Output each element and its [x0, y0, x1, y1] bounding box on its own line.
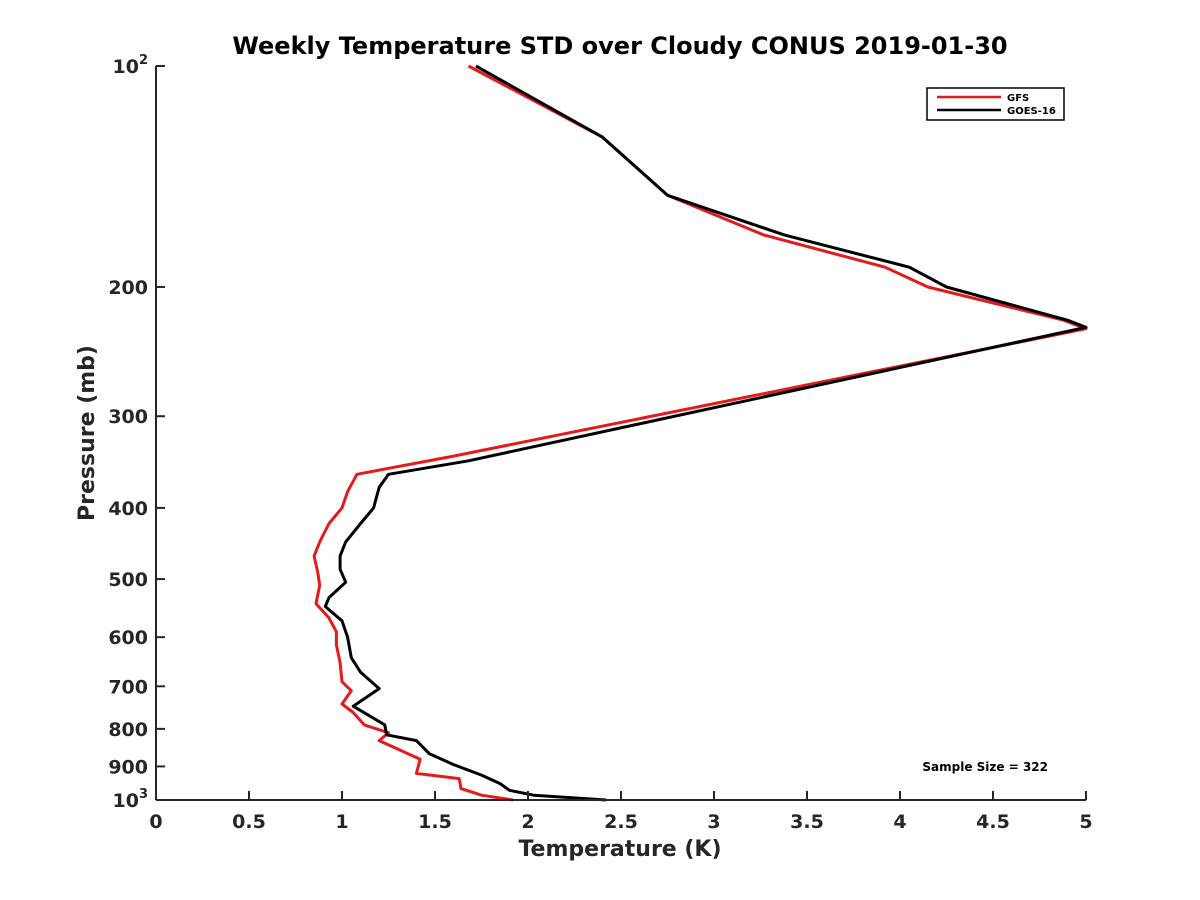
legend-box — [926, 87, 1065, 121]
x-tick-label: 3.5 — [790, 811, 824, 833]
y-axis-label: Pressure (mb) — [75, 345, 100, 521]
chart-title: Weekly Temperature STD over Cloudy CONUS… — [232, 32, 1007, 60]
y-tick-label: 200 — [108, 277, 148, 299]
x-tick-label: 1.5 — [418, 811, 452, 833]
x-tick-label: 4 — [893, 811, 906, 833]
sample-size-annotation: Sample Size = 322 — [922, 760, 1048, 774]
y-tick-label: 800 — [108, 719, 148, 741]
y-ticks: 102 200 300 400 500 600 700 800 900 103 — [108, 53, 165, 812]
y-tick-label: 400 — [108, 498, 148, 520]
legend-label-goes: GOES-16 — [1007, 106, 1056, 117]
x-ticks: 0 0.5 1 1.5 2 2.5 3 3.5 4 4.5 5 — [149, 791, 1093, 833]
x-tick-label: 2 — [521, 811, 534, 833]
x-tick-label: 3 — [707, 811, 720, 833]
legend: GFS GOES-16 — [926, 87, 1065, 121]
y-tick-label: 600 — [108, 627, 148, 649]
legend-label-gfs: GFS — [1007, 93, 1029, 104]
y-tick-label: 900 — [108, 756, 148, 778]
x-tick-label: 1 — [335, 811, 348, 833]
y-tick-label: 700 — [108, 676, 148, 698]
x-tick-label: 5 — [1079, 811, 1092, 833]
series-line-gfs — [312, 64, 1088, 802]
series-line-goes-16 — [323, 64, 1088, 802]
x-tick-label: 0 — [149, 811, 162, 833]
y-tick-label: 103 — [113, 787, 149, 812]
x-axis-label: Temperature (K) — [518, 837, 721, 862]
y-tick-label: 500 — [108, 569, 148, 591]
x-tick-label: 4.5 — [976, 811, 1010, 833]
x-tick-label: 0.5 — [232, 811, 266, 833]
x-tick-label: 2.5 — [604, 811, 638, 833]
y-tick-label: 300 — [108, 406, 148, 428]
plot-lines — [312, 64, 1088, 802]
y-tick-label: 102 — [113, 53, 149, 78]
